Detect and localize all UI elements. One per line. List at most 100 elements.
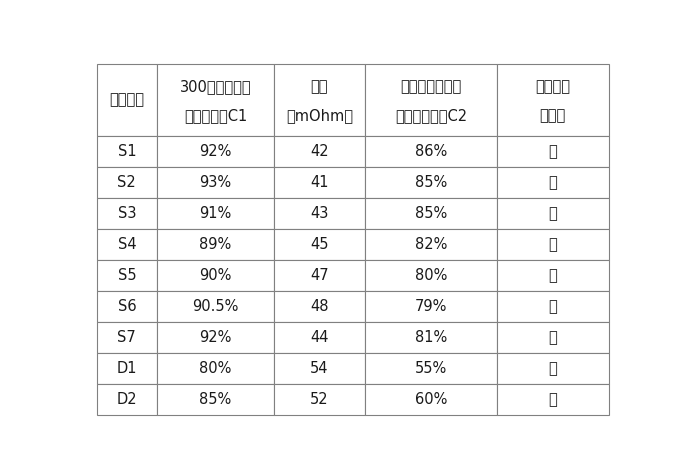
Bar [157,260,274,291]
Bar [96,64,157,136]
Bar [365,136,497,167]
Text: S6: S6 [118,299,136,314]
Bar [497,291,609,322]
Text: 否析锂: 否析锂 [539,108,566,123]
Bar [497,384,609,416]
Bar [96,229,157,260]
Bar [157,291,274,322]
Text: 90.5%: 90.5% [192,299,239,314]
Bar [365,353,497,384]
Bar [274,167,365,198]
Text: S5: S5 [118,268,136,283]
Text: D2: D2 [116,392,137,408]
Text: 否: 否 [548,299,557,314]
Text: 86%: 86% [415,143,447,159]
Text: S7: S7 [118,330,136,345]
Text: 容量保持率C1: 容量保持率C1 [184,108,247,123]
Text: 92%: 92% [200,143,232,159]
Text: 的容量保持率C2: 的容量保持率C2 [395,108,467,123]
Bar [365,229,497,260]
Bar [274,136,365,167]
Text: 85%: 85% [200,392,232,408]
Text: 91%: 91% [200,206,232,221]
Bar [497,260,609,291]
Text: 85%: 85% [415,206,447,221]
Bar [96,260,157,291]
Text: 54: 54 [310,361,329,376]
Bar [365,291,497,322]
Bar [365,384,497,416]
Bar [157,64,274,136]
Text: 300次循环后的: 300次循环后的 [180,80,251,95]
Text: 55%: 55% [415,361,447,376]
Bar [365,64,497,136]
Bar [96,322,157,353]
Text: 80%: 80% [200,361,232,376]
Text: 否: 否 [548,237,557,252]
Bar [157,322,274,353]
Bar [365,260,497,291]
Text: 42: 42 [310,143,329,159]
Text: 93%: 93% [200,175,231,190]
Bar [157,353,274,384]
Text: 90%: 90% [200,268,232,283]
Bar [274,291,365,322]
Text: 52: 52 [310,392,329,408]
Bar [96,384,157,416]
Bar [96,167,157,198]
Bar [497,136,609,167]
Bar [497,64,609,136]
Text: （mOhm）: （mOhm） [286,108,353,123]
Bar [274,353,365,384]
Text: 否: 否 [548,206,557,221]
Text: 否: 否 [548,175,557,190]
Text: S2: S2 [118,175,136,190]
Bar [274,260,365,291]
Text: 否: 否 [548,392,557,408]
Bar [365,322,497,353]
Text: 80%: 80% [415,268,447,283]
Bar [96,291,157,322]
Bar [96,198,157,229]
Text: 60%: 60% [415,392,447,408]
Bar [157,229,274,260]
Bar [157,167,274,198]
Text: 85%: 85% [415,175,447,190]
Text: D1: D1 [116,361,137,376]
Bar [157,136,274,167]
Text: 43: 43 [310,206,328,221]
Bar [497,198,609,229]
Text: 44: 44 [310,330,329,345]
Text: 内阻: 内阻 [310,80,328,95]
Text: 92%: 92% [200,330,232,345]
Text: 否: 否 [548,268,557,283]
Text: 47: 47 [310,268,329,283]
Bar [96,136,157,167]
Text: 否: 否 [548,330,557,345]
Text: 79%: 79% [415,299,447,314]
Bar [497,167,609,198]
Bar [96,353,157,384]
Text: 45: 45 [310,237,329,252]
Bar [274,384,365,416]
Text: 82%: 82% [415,237,447,252]
Text: 大倍率充放电后: 大倍率充放电后 [400,80,462,95]
Text: 否: 否 [548,143,557,159]
Bar [497,322,609,353]
Text: 电池编号: 电池编号 [109,93,144,107]
Bar [274,64,365,136]
Text: 是: 是 [548,361,557,376]
Bar [365,167,497,198]
Bar [274,322,365,353]
Bar [274,229,365,260]
Bar [365,198,497,229]
Bar [274,198,365,229]
Text: S4: S4 [118,237,136,252]
Bar [497,353,609,384]
Text: S1: S1 [118,143,136,159]
Text: 负极片是: 负极片是 [535,80,570,95]
Text: 41: 41 [310,175,329,190]
Bar [497,229,609,260]
Text: 48: 48 [310,299,329,314]
Bar [157,198,274,229]
